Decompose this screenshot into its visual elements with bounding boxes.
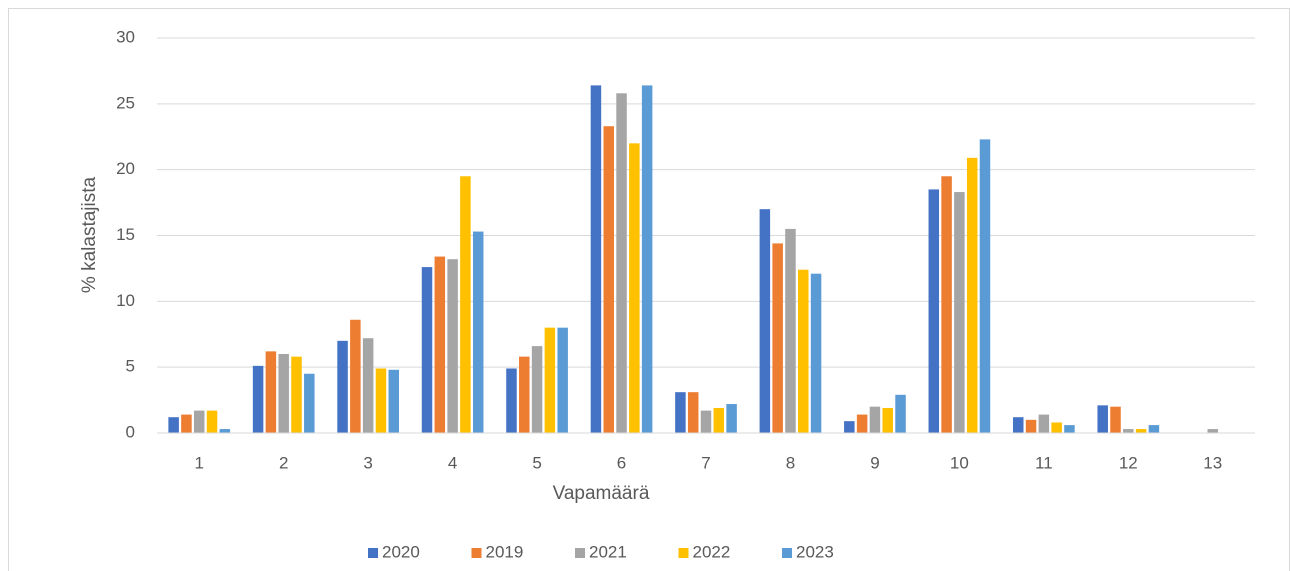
bar xyxy=(557,327,568,433)
bar xyxy=(506,368,517,433)
legend-swatch xyxy=(471,548,482,558)
bar xyxy=(726,404,737,433)
x-tick-label: 8 xyxy=(786,453,795,472)
bar xyxy=(350,319,361,433)
bar xyxy=(675,392,686,433)
bar xyxy=(928,189,940,433)
bar xyxy=(1012,417,1024,433)
y-tick-label: 30 xyxy=(116,27,135,46)
y-axis-label: % kalastajista xyxy=(79,176,100,293)
bar xyxy=(1097,405,1108,433)
bar xyxy=(421,267,433,433)
legend-label: 2019 xyxy=(486,542,524,561)
bar xyxy=(304,373,315,433)
bar xyxy=(193,410,205,433)
y-tick-label: 5 xyxy=(126,357,135,376)
y-tick-label: 10 xyxy=(116,291,135,310)
bar xyxy=(641,85,653,434)
bar xyxy=(291,356,302,433)
bar xyxy=(810,273,822,433)
x-tick-label: 5 xyxy=(532,453,541,472)
x-tick-label: 4 xyxy=(448,453,457,472)
bar xyxy=(1207,429,1219,433)
bar xyxy=(1148,425,1160,433)
bar xyxy=(687,392,699,433)
bar xyxy=(252,365,264,433)
bar xyxy=(388,369,400,433)
bar xyxy=(713,407,725,433)
y-tick-label: 25 xyxy=(116,93,135,112)
legend-swatch xyxy=(575,548,585,558)
legend-label: 2023 xyxy=(796,542,834,561)
bar xyxy=(772,243,783,433)
x-tick-label: 7 xyxy=(701,453,710,472)
bar xyxy=(362,338,374,433)
bar xyxy=(265,351,277,433)
bar xyxy=(869,406,881,433)
bar xyxy=(1110,406,1121,433)
bar xyxy=(181,414,192,433)
x-tick-label: 13 xyxy=(1203,453,1222,472)
legend-label: 2022 xyxy=(693,542,731,561)
y-tick-label: 0 xyxy=(126,422,135,441)
bar xyxy=(798,269,809,433)
legend-swatch xyxy=(678,548,689,558)
x-tick-label: 2 xyxy=(279,453,288,472)
bar xyxy=(616,93,627,434)
bar xyxy=(590,85,602,434)
bar xyxy=(219,429,231,433)
bar xyxy=(700,410,712,433)
bar xyxy=(603,126,614,433)
x-tick-label: 3 xyxy=(363,453,372,472)
bar xyxy=(941,176,952,433)
legend-swatch xyxy=(782,548,792,558)
bar xyxy=(844,421,855,433)
legend-swatch xyxy=(368,548,378,558)
x-tick-label: 9 xyxy=(870,453,879,472)
bar xyxy=(375,368,387,433)
x-tick-label: 6 xyxy=(617,453,626,472)
bar xyxy=(785,228,796,433)
bar xyxy=(1025,419,1037,433)
bar xyxy=(856,414,868,433)
bar xyxy=(206,410,218,433)
bar xyxy=(337,340,348,433)
bar xyxy=(519,356,530,433)
bar xyxy=(447,259,458,433)
bar xyxy=(759,209,771,433)
bar xyxy=(1123,429,1134,433)
bar xyxy=(966,157,978,434)
bar xyxy=(629,143,640,434)
bar xyxy=(531,346,543,433)
bar xyxy=(1038,414,1050,433)
bar xyxy=(460,176,471,433)
bar xyxy=(544,327,556,433)
x-tick-label: 12 xyxy=(1119,453,1138,472)
x-axis-label: Vapamäärä xyxy=(553,483,650,504)
y-tick-label: 20 xyxy=(116,159,135,178)
bar xyxy=(954,192,965,433)
bar xyxy=(434,256,446,433)
bar xyxy=(1051,422,1062,433)
bar xyxy=(1064,425,1075,433)
bar xyxy=(472,231,484,433)
bar xyxy=(278,354,289,433)
x-tick-label: 11 xyxy=(1035,453,1053,472)
bar xyxy=(895,394,906,433)
x-tick-label: 1 xyxy=(194,453,203,472)
legend-label: 2021 xyxy=(589,542,627,561)
x-tick-label: 10 xyxy=(950,453,969,472)
bar xyxy=(882,407,893,433)
bar xyxy=(1135,429,1147,433)
bar xyxy=(168,417,179,433)
legend-label: 2020 xyxy=(382,542,420,561)
y-tick-label: 15 xyxy=(116,225,135,244)
bar xyxy=(979,139,991,433)
